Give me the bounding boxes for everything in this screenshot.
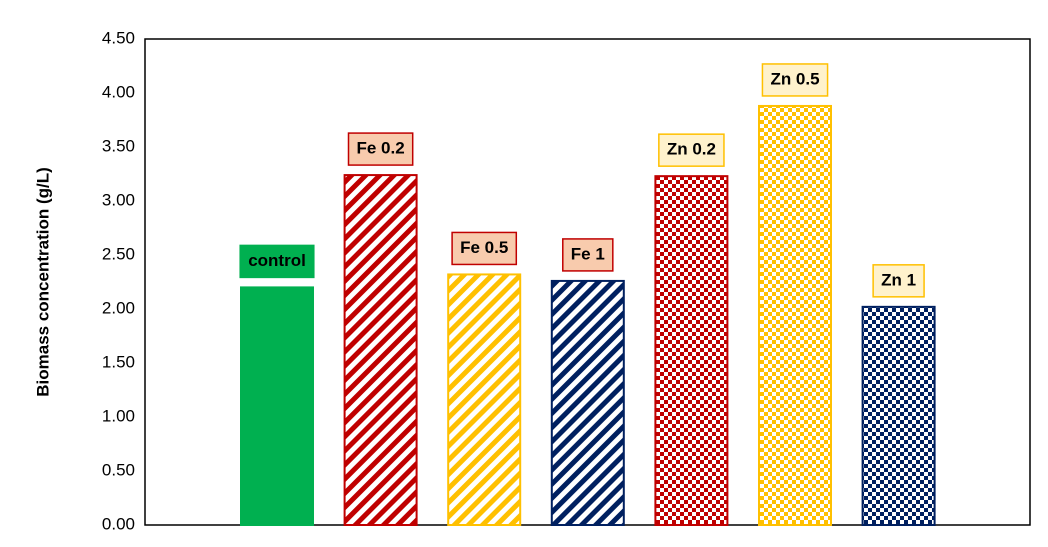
bar: [447, 273, 522, 526]
category-label: control: [248, 251, 306, 270]
category-label: Zn 0.2: [667, 140, 716, 159]
bar-label: Zn 1: [872, 264, 925, 298]
label-box: [872, 264, 925, 298]
category-label: Fe 0.5: [460, 238, 508, 257]
bar: [861, 305, 936, 526]
y-tick-label: 4.00: [102, 82, 135, 101]
bar-label: Zn 0.2: [658, 133, 725, 167]
label-box: [761, 63, 829, 97]
label-box: [451, 231, 518, 266]
label-box: [347, 132, 414, 166]
label-box: [562, 238, 614, 272]
category-label: Fe 1: [571, 244, 605, 263]
y-tick-label: 1.50: [102, 352, 135, 371]
category-label: Fe 0.2: [356, 139, 404, 158]
y-tick-label: 1.00: [102, 406, 135, 425]
bar-label: control: [239, 244, 315, 279]
y-tick-label: 0.00: [102, 514, 135, 533]
category-label: Zn 0.5: [770, 69, 819, 88]
bar: [550, 279, 625, 527]
label-box: [658, 133, 725, 167]
bar: [654, 175, 729, 526]
bar: [343, 174, 418, 527]
bar-label: Zn 0.5: [761, 63, 829, 97]
bar-label: Fe 1: [562, 238, 614, 272]
label-box: [239, 244, 315, 279]
y-tick-label: 2.00: [102, 298, 135, 317]
y-tick-label: 0.50: [102, 460, 135, 479]
y-tick-label: 3.00: [102, 190, 135, 209]
y-tick-label: 3.50: [102, 136, 135, 155]
y-tick-label: 4.50: [102, 28, 135, 47]
y-axis-label: Biomass concentration (g/L): [33, 167, 52, 397]
bar: [758, 104, 832, 527]
bar-label: Fe 0.2: [347, 132, 414, 166]
category-label: Zn 1: [881, 270, 916, 289]
bar-label: Fe 0.5: [451, 231, 518, 266]
y-tick-label: 2.50: [102, 244, 135, 263]
bar: [240, 286, 314, 526]
